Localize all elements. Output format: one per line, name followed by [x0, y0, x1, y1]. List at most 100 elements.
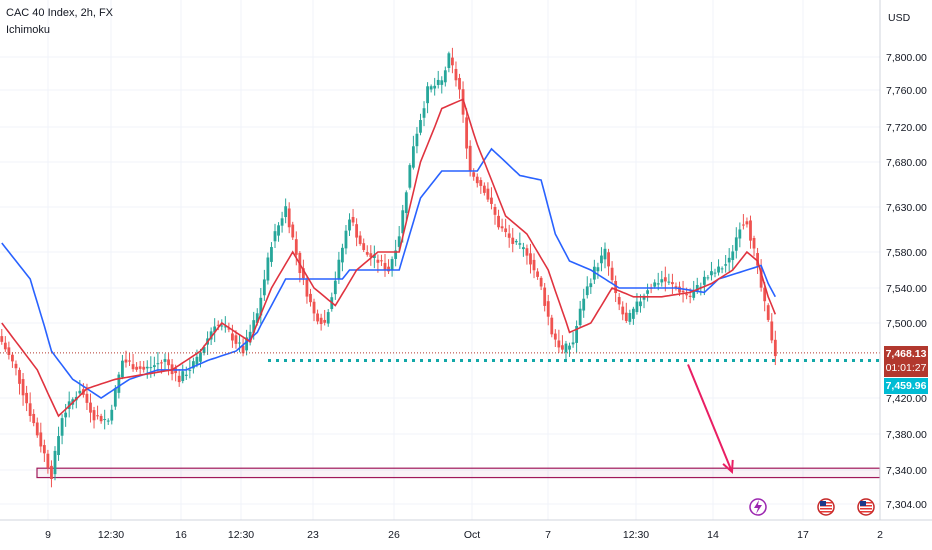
- candle-body: [18, 369, 21, 384]
- candle-body: [749, 220, 752, 241]
- price-tick-label: 7,800.00: [886, 52, 927, 64]
- candle-body: [575, 326, 579, 343]
- candle-body: [472, 172, 476, 177]
- candle-body: [752, 237, 756, 249]
- candle-body: [216, 324, 220, 326]
- candle-body: [60, 418, 64, 436]
- time-axis[interactable]: 9 12:30 16 12:30 23 26 Oct 7 12:30 14 17 2: [0, 519, 932, 541]
- candle-body: [106, 420, 110, 422]
- candle-body: [653, 282, 657, 287]
- candle-body: [713, 272, 717, 274]
- candle-body: [316, 313, 319, 322]
- candle-body: [294, 239, 298, 255]
- candle-body: [454, 68, 458, 81]
- candle-body: [156, 363, 160, 365]
- candle-body: [426, 86, 429, 104]
- tenkan-sen-line: [1, 98, 777, 418]
- indicator-label[interactable]: Ichimoku: [6, 24, 51, 36]
- candle-body: [121, 360, 124, 378]
- candle-body: [529, 253, 532, 265]
- price-tick-label: 7,540.00: [886, 283, 927, 295]
- candle-body: [262, 279, 266, 296]
- candle-body: [142, 366, 146, 370]
- candle-body: [607, 252, 610, 267]
- candle-body: [191, 361, 195, 369]
- candle-body: [539, 277, 543, 287]
- time-tick-label: 17: [797, 529, 809, 541]
- candle-body: [610, 267, 614, 281]
- lightning-icon[interactable]: [749, 498, 767, 516]
- candle-body: [447, 53, 451, 68]
- us-flag-icon[interactable]: [857, 498, 875, 516]
- candle-body: [78, 390, 82, 394]
- candle-body: [465, 117, 469, 149]
- currency-label[interactable]: USD: [888, 12, 911, 24]
- us-flag-icon[interactable]: [817, 498, 835, 516]
- support-zone-box[interactable]: [36, 467, 881, 479]
- candle-body: [773, 339, 777, 357]
- candle-body: [372, 254, 376, 258]
- candle-body: [291, 224, 295, 238]
- candle-body: [500, 226, 504, 229]
- candle-body: [550, 317, 554, 335]
- candle-body: [255, 313, 259, 323]
- time-tick-label: 23: [307, 529, 319, 541]
- bar-countdown: 01:01:27: [885, 362, 927, 374]
- candle-body: [28, 403, 32, 416]
- candle-body: [184, 374, 188, 376]
- candle-body: [117, 374, 121, 393]
- candle-body: [344, 230, 348, 249]
- candle-body: [92, 410, 96, 421]
- candle-body: [220, 325, 224, 327]
- candle-body: [507, 233, 511, 238]
- candle-body: [160, 362, 163, 364]
- time-tick-label: 12:30: [228, 529, 254, 541]
- economic-events[interactable]: [749, 498, 875, 516]
- symbol-title[interactable]: CAC 40 Index, 2h, FX: [6, 7, 113, 19]
- candle-body: [525, 248, 529, 256]
- price-axis-background: [880, 0, 932, 550]
- time-tick-label: 12:30: [98, 529, 124, 541]
- candle-body: [635, 301, 639, 313]
- down-arrow-annotation[interactable]: [687, 364, 734, 475]
- candle-body: [149, 367, 153, 369]
- time-tick-label: 9: [45, 529, 51, 541]
- candle-body: [287, 208, 291, 228]
- candle-body: [621, 306, 625, 315]
- candle-body: [301, 268, 305, 279]
- candles: [0, 47, 777, 488]
- candle-body: [763, 287, 767, 302]
- candle-body: [571, 342, 575, 345]
- price-axis[interactable]: 7,800.00 7,760.00 7,720.00 7,680.00 7,630.00…: [879, 0, 932, 550]
- candle-body: [128, 360, 131, 362]
- candle-body: [717, 266, 720, 273]
- candle-body: [440, 80, 444, 85]
- candle-body: [475, 176, 479, 184]
- candle-body: [380, 260, 383, 262]
- candle-body: [741, 224, 745, 226]
- candle-body: [25, 392, 29, 404]
- level-price-tag: 7,459.96: [884, 378, 928, 394]
- candle-body: [138, 366, 142, 369]
- candle-body: [135, 366, 139, 370]
- grid-lines: [0, 0, 881, 520]
- candle-body: [543, 287, 547, 306]
- candle-body: [404, 192, 408, 213]
- candle-body: [341, 247, 344, 263]
- candle-body: [731, 251, 735, 261]
- candle-body: [557, 340, 561, 348]
- candle-body: [195, 356, 199, 365]
- candle-body: [181, 371, 185, 382]
- candle-body: [270, 247, 273, 262]
- candle-body: [490, 197, 493, 204]
- level-price-value: 7,459.96: [885, 380, 927, 392]
- candle-body: [103, 419, 107, 421]
- candle-body: [710, 271, 713, 276]
- candle-body: [266, 257, 270, 281]
- candle-body: [766, 305, 770, 320]
- candle-body: [365, 252, 369, 255]
- candle-body: [209, 331, 213, 340]
- candle-body: [585, 286, 589, 296]
- candle-body: [152, 365, 156, 368]
